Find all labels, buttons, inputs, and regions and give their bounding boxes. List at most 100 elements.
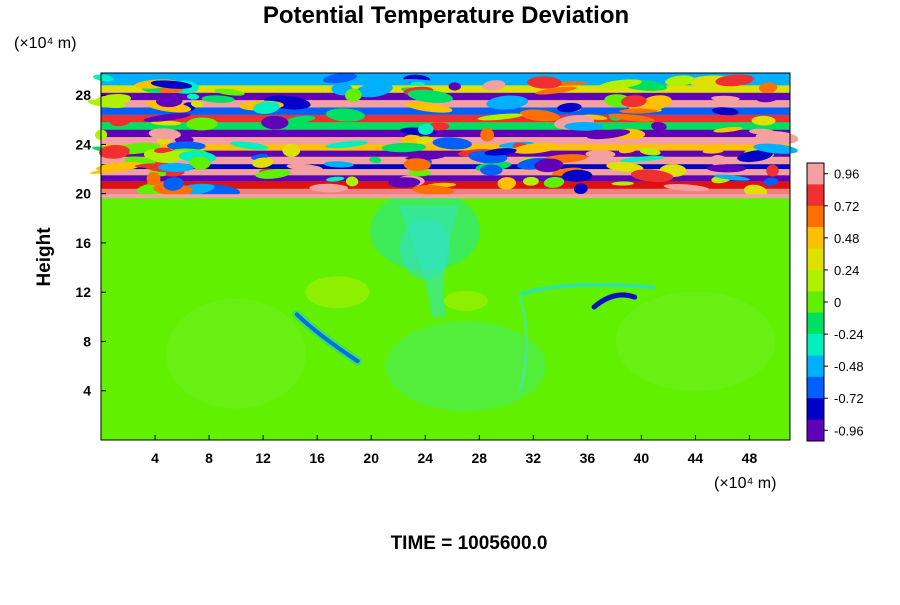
strato-band <box>101 175 790 182</box>
strato-wave-blob <box>564 122 604 131</box>
cold-filament <box>591 292 638 310</box>
y-ticks: 4 8 12 16 20 24 28 <box>75 87 106 399</box>
strato-wave-blob <box>326 176 345 182</box>
tropo-variation <box>615 291 776 392</box>
strato-wave-blob <box>190 100 204 108</box>
x-tick-label: 24 <box>417 450 433 466</box>
colorbar-swatch <box>807 334 824 356</box>
strato-wave-blob <box>639 147 661 156</box>
plume-outflow <box>385 321 546 412</box>
strato-wave-blob <box>355 82 393 98</box>
strato-wave-blob <box>151 120 182 126</box>
colorbar-label: 0.72 <box>834 199 859 214</box>
strato-wave-blob <box>486 95 529 110</box>
strato-wave-blob <box>432 137 473 150</box>
colorbar-swatch <box>807 376 824 399</box>
strato-wave-blob <box>618 147 636 154</box>
strato-wave-blob <box>715 74 754 87</box>
strato-wave-blob <box>619 108 658 114</box>
strato-wave-blob <box>428 122 450 131</box>
strato-wave-blob <box>407 89 453 104</box>
strato-wave-blob <box>606 162 644 173</box>
strato-wave-blob <box>325 140 369 149</box>
field-features <box>87 72 799 440</box>
y-tick-label: 28 <box>75 87 91 103</box>
strato-band <box>101 129 790 138</box>
colorbar-swatch <box>807 227 824 250</box>
colorbar-label: 0.24 <box>834 263 859 278</box>
colorbar-label: -0.48 <box>834 359 864 374</box>
strato-wave-blob <box>620 95 647 108</box>
y-tick-label: 12 <box>75 284 91 300</box>
strato-wave-blob <box>650 121 667 131</box>
strato-wave-blob <box>150 80 193 89</box>
strato-wave-blob <box>763 177 779 186</box>
x-tick-label: 28 <box>471 450 487 466</box>
colorbar-label: 0 <box>834 295 841 310</box>
strato-wave-blob <box>758 82 778 94</box>
x-tick-label: 20 <box>363 450 379 466</box>
colorbar-swatch <box>807 184 824 207</box>
strato-wave-blob <box>109 115 131 127</box>
y-tick-label: 24 <box>75 136 91 152</box>
strato-wave-blob <box>325 108 365 122</box>
colorbar-swatch <box>807 205 824 228</box>
strato-wave-blob <box>755 131 799 145</box>
strato-band <box>101 164 790 170</box>
colorbar-label: -0.24 <box>834 327 864 342</box>
strato-wave-blob <box>599 79 642 90</box>
strato-wave-blob <box>709 155 728 167</box>
strato-band <box>101 114 790 123</box>
y-axis-unit: (×10⁴ m) <box>14 35 76 52</box>
strato-wave-blob <box>753 143 798 154</box>
strato-wave-blob <box>527 76 562 89</box>
x-tick-label: 40 <box>634 450 650 466</box>
strato-wave-blob <box>480 164 503 176</box>
cold-streak <box>519 282 656 297</box>
strato-wave-blob <box>253 101 280 114</box>
plume-stem <box>398 206 460 317</box>
strato-wave-blob <box>713 126 743 133</box>
strato-wave-blob <box>201 95 235 103</box>
strato-wave-blob <box>408 169 432 177</box>
strato-wave-blob <box>534 158 564 173</box>
colorbar-swatch <box>807 312 824 335</box>
warm-patch <box>443 290 488 311</box>
strato-wave-blob <box>608 113 655 122</box>
strato-wave-blob <box>482 80 506 91</box>
x-tick-label: 12 <box>255 450 271 466</box>
warm-patch <box>305 276 370 309</box>
tropo-variation <box>166 298 307 409</box>
strato-wave-blob <box>282 143 301 158</box>
strato-wave-blob <box>585 149 616 159</box>
strato-wave-blob <box>249 122 266 130</box>
strato-wave-blob <box>163 177 185 191</box>
x-ticks: 4 8 12 16 20 24 28 32 36 40 44 48 <box>151 435 757 466</box>
strato-wave-blob <box>369 156 382 164</box>
strato-wave-blob <box>230 141 269 150</box>
strato-wave-blob <box>448 82 461 91</box>
strato-wave-blob <box>706 164 747 173</box>
strato-wave-blob <box>562 169 593 182</box>
strato-wave-blob <box>557 102 582 113</box>
strato-wave-blob <box>158 162 194 172</box>
strato-wave-blob <box>93 74 114 82</box>
strato-wave-blob <box>512 142 559 154</box>
strato-wave-blob <box>522 176 539 186</box>
strato-wave-blob <box>586 129 631 140</box>
strato-wave-blob <box>766 164 779 177</box>
strato-wave-blob <box>418 123 434 135</box>
strato-wave-blob <box>711 107 739 116</box>
strato-wave-blob <box>484 148 517 156</box>
x-tick-label: 48 <box>742 450 758 466</box>
strato-wave-blob <box>543 176 565 188</box>
tropopause-edge <box>101 194 790 199</box>
strato-wave-blob <box>148 128 181 140</box>
colorbar-label: 0.96 <box>834 167 859 182</box>
colorbar-label: -0.96 <box>834 423 864 438</box>
colorbar-swatch <box>807 248 824 271</box>
time-label: TIME = 1005600.0 <box>391 533 548 554</box>
strato-wave-blob <box>412 185 455 196</box>
strato-wave-blob <box>255 169 291 179</box>
